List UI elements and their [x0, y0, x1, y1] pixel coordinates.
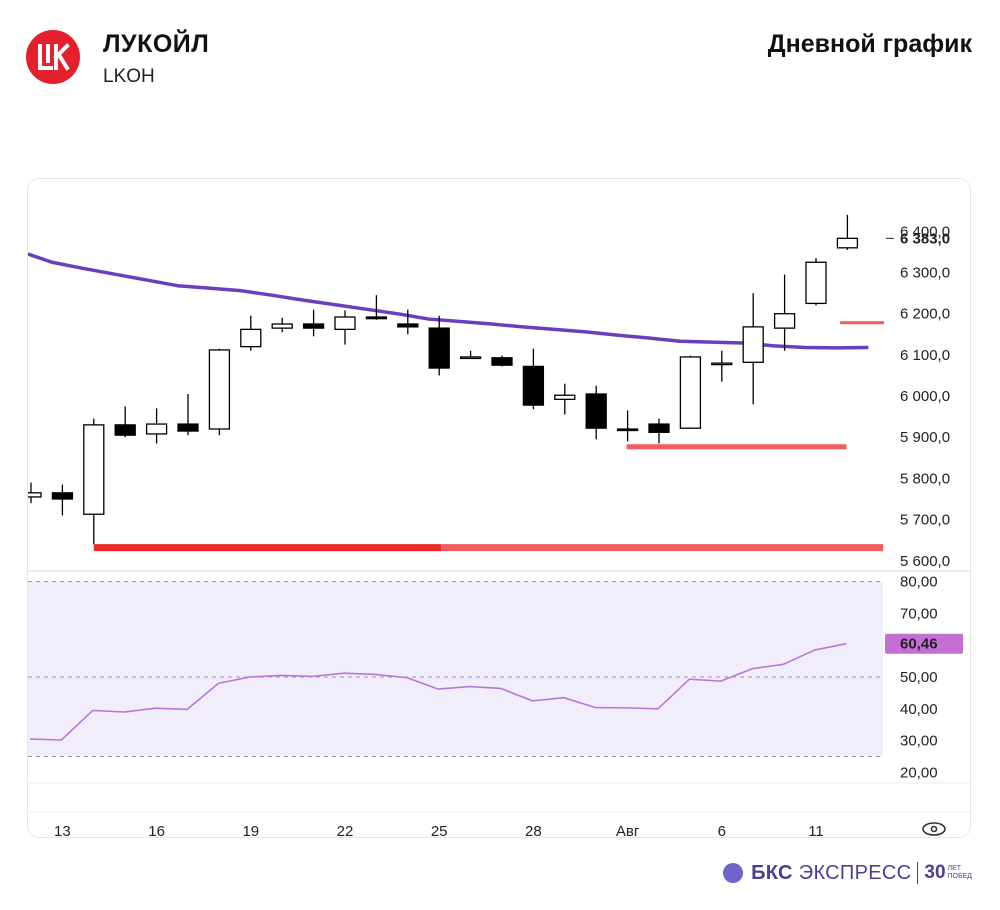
candle-body[interactable]	[302, 323, 325, 329]
candle-body[interactable]	[145, 423, 168, 435]
rsi-axis-label: 40,00	[900, 701, 938, 718]
company-name: ЛУКОЙЛ	[103, 30, 210, 58]
candle-body[interactable]	[554, 394, 576, 401]
candle-body[interactable]	[459, 356, 482, 360]
candle-body[interactable]	[208, 349, 231, 430]
candle-body[interactable]	[365, 316, 388, 320]
last-price-label: 6 383,0	[900, 230, 950, 247]
price-axis-label: 6 100,0	[900, 347, 950, 364]
lukoil-logo	[26, 30, 80, 84]
brand-tagline-line1: лет	[947, 865, 962, 872]
candle-body[interactable]	[114, 424, 136, 436]
time-axis-label: 16	[148, 823, 165, 838]
price-chart[interactable]: 6 400,0 6 300,0 6 200,0 6 100,0 6 000,0 5 900…	[28, 179, 971, 838]
price-axis-label: 6 200,0	[900, 306, 950, 323]
price-axis-label: 6 300,0	[900, 265, 950, 282]
price-axis-label: 5 900,0	[900, 429, 950, 446]
rsi-axis-label: 80,00	[900, 574, 938, 591]
candle-body[interactable]	[51, 492, 74, 500]
candle-body[interactable]	[334, 316, 356, 331]
price-axis-label: 5 800,0	[900, 470, 950, 487]
candle-body[interactable]	[428, 327, 450, 369]
rsi-axis-label: 20,00	[900, 764, 938, 781]
rsi-band	[28, 581, 883, 757]
eye-icon-outline	[922, 822, 946, 836]
candle-body[interactable]	[805, 261, 827, 305]
candle-body[interactable]	[679, 356, 702, 429]
rsi-line	[29, 642, 847, 741]
rsi-last-value: 60,46	[900, 636, 938, 653]
candle-body[interactable]	[522, 365, 545, 406]
rsi-axis-label: 30,00	[900, 733, 938, 750]
chart-panel: 6 400,0 6 300,0 6 200,0 6 100,0 6 000,0 5 900…	[27, 178, 971, 838]
time-axis-label: 13	[54, 823, 71, 838]
brand-footer: БКС ЭКСПРЕСС 30 лет побед	[723, 858, 972, 888]
brand-name-rest: ЭКСПРЕСС	[798, 861, 912, 884]
candle-body[interactable]	[177, 423, 199, 432]
rsi-axis-label: 50,00	[900, 669, 938, 686]
price-axis-label: 5 700,0	[900, 512, 950, 529]
ticker-symbol: LKOH	[103, 66, 155, 87]
time-axis-label: 22	[337, 823, 354, 838]
time-axis-label: 11	[808, 823, 824, 838]
header: ЛУКОЙЛ LKOH Дневной график	[0, 0, 1000, 110]
brand-name-bold: БКС	[751, 861, 793, 884]
candle-body[interactable]	[397, 323, 419, 328]
candle-body[interactable]	[711, 362, 733, 366]
brand-tagline: лет побед	[948, 865, 972, 881]
candle-body[interactable]	[836, 237, 859, 249]
price-axis-label: 6 400,0	[900, 223, 950, 240]
price-axis-label: 5 600,0	[900, 553, 950, 570]
time-axis-label: 6	[718, 823, 726, 838]
rsi-value-badge	[885, 633, 963, 654]
chart-period-title: Дневной график	[767, 30, 972, 58]
candle-body[interactable]	[271, 323, 293, 329]
bks-logo-icon	[723, 863, 744, 883]
brand-tagline-line2: побед	[947, 873, 972, 880]
time-axis-label: Авг	[616, 823, 640, 838]
candle-body[interactable]	[83, 424, 105, 515]
candle-body[interactable]	[585, 393, 607, 429]
brand-separator	[917, 862, 919, 884]
lukoil-logo-icon	[38, 43, 70, 71]
eye-icon-pupil	[930, 825, 938, 833]
candle-body[interactable]	[616, 428, 639, 432]
rsi-axis-label: 70,00	[900, 605, 938, 622]
moving-average-line	[28, 252, 869, 350]
time-axis-label: 19	[242, 823, 259, 838]
time-axis-label: 28	[525, 823, 542, 838]
price-axis-label: 6 000,0	[900, 388, 950, 405]
time-axis-label: 25	[431, 823, 448, 838]
candle-body[interactable]	[773, 313, 796, 329]
candle-body[interactable]	[648, 423, 670, 433]
candle-body[interactable]	[491, 357, 513, 366]
chart-settings-icon[interactable]	[922, 822, 946, 836]
candle-body[interactable]	[742, 326, 764, 363]
candle-body[interactable]	[240, 328, 262, 348]
candle-body[interactable]	[28, 492, 42, 498]
brand-years: 30	[924, 862, 946, 883]
